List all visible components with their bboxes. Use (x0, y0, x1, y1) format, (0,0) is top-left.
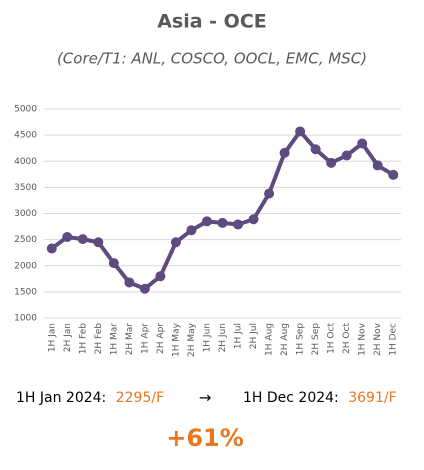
x-tick-label: 1H Oct (327, 323, 337, 354)
x-tick-label: 1H Jul (234, 323, 244, 349)
x-tick-label: 1H Aug (265, 323, 275, 356)
point (295, 126, 306, 137)
x-tick-label: 2H Feb (94, 323, 104, 355)
point (341, 150, 352, 161)
point (93, 237, 104, 248)
summary: 1H Jan 2024: 2295/F (16, 390, 164, 406)
point (357, 138, 368, 149)
point (170, 237, 181, 248)
end-label: 1H Dec 2024: (243, 390, 339, 406)
point (155, 271, 166, 282)
point (201, 216, 212, 227)
y-tick-label: 5000 (14, 105, 37, 115)
y-tick-label: 4500 (14, 131, 37, 141)
x-tick-label: 1H Nov (358, 322, 368, 356)
x-tick-label: 1H Jun (202, 323, 212, 352)
chart-subtitle: (Core/T1: ANL, COSCO, OOCL, EMC, MSC) (57, 50, 367, 68)
x-tick-label: 1H Mar (109, 323, 119, 356)
x-tick-label: 1H Sep (296, 323, 306, 356)
x-tick-label: 1H Feb (78, 323, 88, 355)
x-tick-label: 1H Dec (389, 323, 399, 356)
x-tick-label: 2H Nov (373, 322, 383, 356)
x-tick-label: 2H Jun (218, 323, 228, 352)
x-tick-label: 2H Aug (280, 323, 290, 356)
x-tick-label: 2H Mar (125, 323, 135, 356)
x-tick-label: 2H Sep (311, 323, 321, 356)
point (248, 214, 259, 225)
y-tick-label: 1000 (14, 314, 37, 324)
start-value: 2295/F (116, 390, 164, 406)
y-tick-label: 4000 (14, 157, 37, 167)
point (233, 219, 244, 230)
point (264, 188, 275, 199)
change: +61% (166, 424, 244, 452)
x-tick-label: 2H Jul (249, 323, 259, 349)
point (186, 225, 197, 236)
y-tick-label: 3500 (14, 183, 37, 193)
point (139, 283, 150, 294)
point (108, 258, 119, 269)
x-tick-label: 1H May (171, 322, 181, 357)
point (124, 277, 135, 288)
x-tick-label: 2H Oct (342, 323, 352, 354)
point (46, 243, 57, 254)
chart-title: Asia - OCE (157, 11, 267, 33)
point (372, 160, 383, 171)
x-tick-label: 2H May (187, 322, 197, 357)
summary: 1H Dec 2024: 3691/F (243, 390, 397, 406)
point (388, 169, 399, 180)
y-tick-label: 2500 (14, 235, 37, 245)
point (62, 232, 73, 243)
x-tick-label: 1H Apr (140, 323, 150, 354)
point (326, 157, 337, 168)
point (310, 144, 321, 155)
x-tick-label: 2H Jan (63, 323, 73, 352)
y-tick-label: 2000 (14, 261, 37, 271)
start-label: 1H Jan 2024: (16, 390, 106, 406)
point (279, 147, 290, 158)
point (217, 217, 228, 228)
point (77, 234, 88, 245)
y-tick-label: 3000 (14, 209, 37, 219)
end-value: 3691/F (348, 390, 396, 406)
y-tick-label: 1500 (14, 287, 37, 297)
arrow: → (199, 389, 212, 407)
x-tick-label: 1H Jan (47, 323, 57, 352)
x-tick-label: 2H Apr (156, 323, 166, 354)
